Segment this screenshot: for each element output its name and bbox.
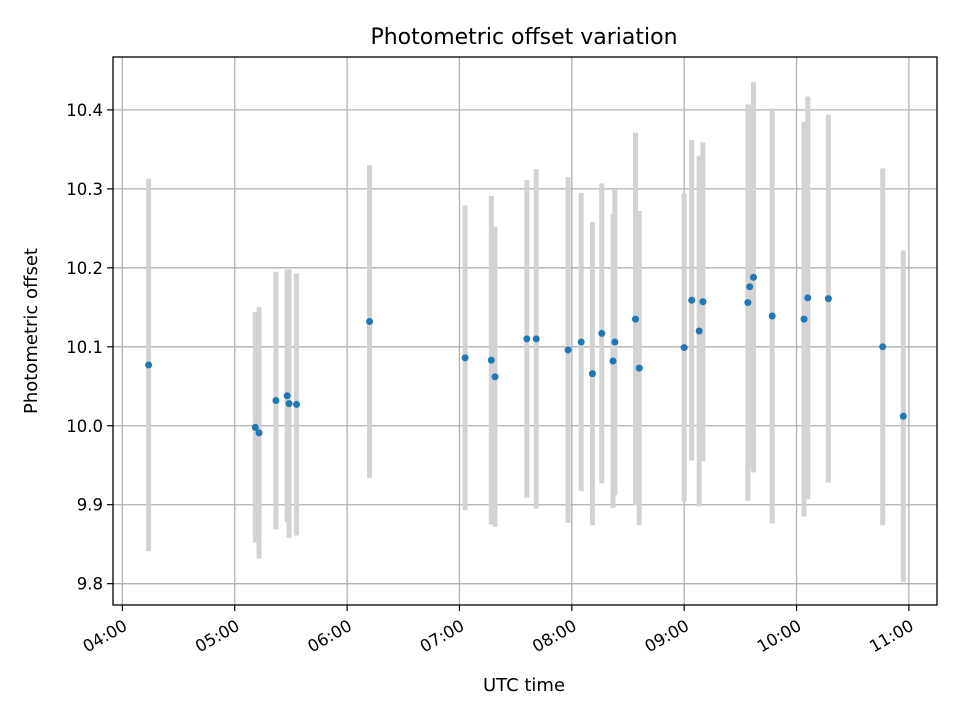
data-point [744, 299, 752, 307]
x-tick-label: 10:00 [754, 616, 805, 656]
x-tick-label: 05:00 [192, 616, 243, 656]
y-tick-label: 10.4 [66, 101, 103, 120]
x-tick-label: 08:00 [529, 616, 580, 656]
data-point [631, 315, 639, 323]
data-point [768, 312, 776, 320]
data-point [577, 338, 585, 346]
data-point [609, 357, 617, 365]
data-point [688, 296, 696, 304]
data-point [879, 343, 887, 351]
x-tick-label: 04:00 [80, 616, 131, 656]
data-point [255, 429, 263, 437]
data-point [695, 327, 703, 335]
y-tick-label: 10.2 [66, 259, 103, 278]
chart-title: Photometric offset variation [370, 25, 677, 50]
data-point [283, 392, 291, 400]
data-point [564, 346, 572, 354]
y-axis-ticks: 9.8 9.9 10.0 10.1 10.2 10.3 10.4 [66, 101, 113, 594]
x-axis-ticks: 04:00 05:00 06:00 07:00 08:00 09:00 10:00 11:00 [80, 605, 917, 656]
data-point [800, 315, 808, 323]
data-points [145, 273, 907, 437]
data-point [699, 298, 707, 306]
data-point [491, 373, 499, 381]
data-point [588, 370, 596, 378]
plot-frame [112, 56, 938, 606]
y-tick-label: 9.8 [77, 575, 103, 594]
data-point [293, 400, 301, 408]
data-point [285, 400, 293, 408]
x-tick-label: 06:00 [304, 616, 355, 656]
x-axis-label: UTC time [483, 675, 565, 696]
data-point [523, 335, 531, 343]
y-tick-label: 10.1 [66, 338, 103, 357]
data-point [366, 318, 374, 326]
y-tick-label: 10.3 [66, 180, 103, 199]
x-tick-label: 11:00 [866, 616, 917, 656]
y-axis-label: Photometric offset [21, 248, 42, 414]
data-point [899, 412, 907, 420]
data-point [804, 294, 812, 302]
x-tick-label: 09:00 [641, 616, 692, 656]
data-point [635, 364, 643, 372]
data-point [749, 273, 757, 281]
data-point [487, 356, 495, 364]
error-bars [146, 82, 906, 583]
data-point [145, 361, 153, 369]
data-point [746, 283, 754, 291]
y-tick-label: 10.0 [66, 417, 103, 436]
y-tick-label: 9.9 [77, 496, 103, 515]
x-grid [121, 57, 910, 605]
data-point [598, 329, 606, 337]
data-point [272, 396, 280, 404]
data-point [251, 423, 259, 431]
data-point [532, 335, 540, 343]
data-point [461, 354, 469, 362]
data-point [824, 295, 832, 303]
data-point [680, 344, 688, 352]
x-tick-label: 07:00 [417, 616, 468, 656]
data-point [611, 338, 619, 346]
